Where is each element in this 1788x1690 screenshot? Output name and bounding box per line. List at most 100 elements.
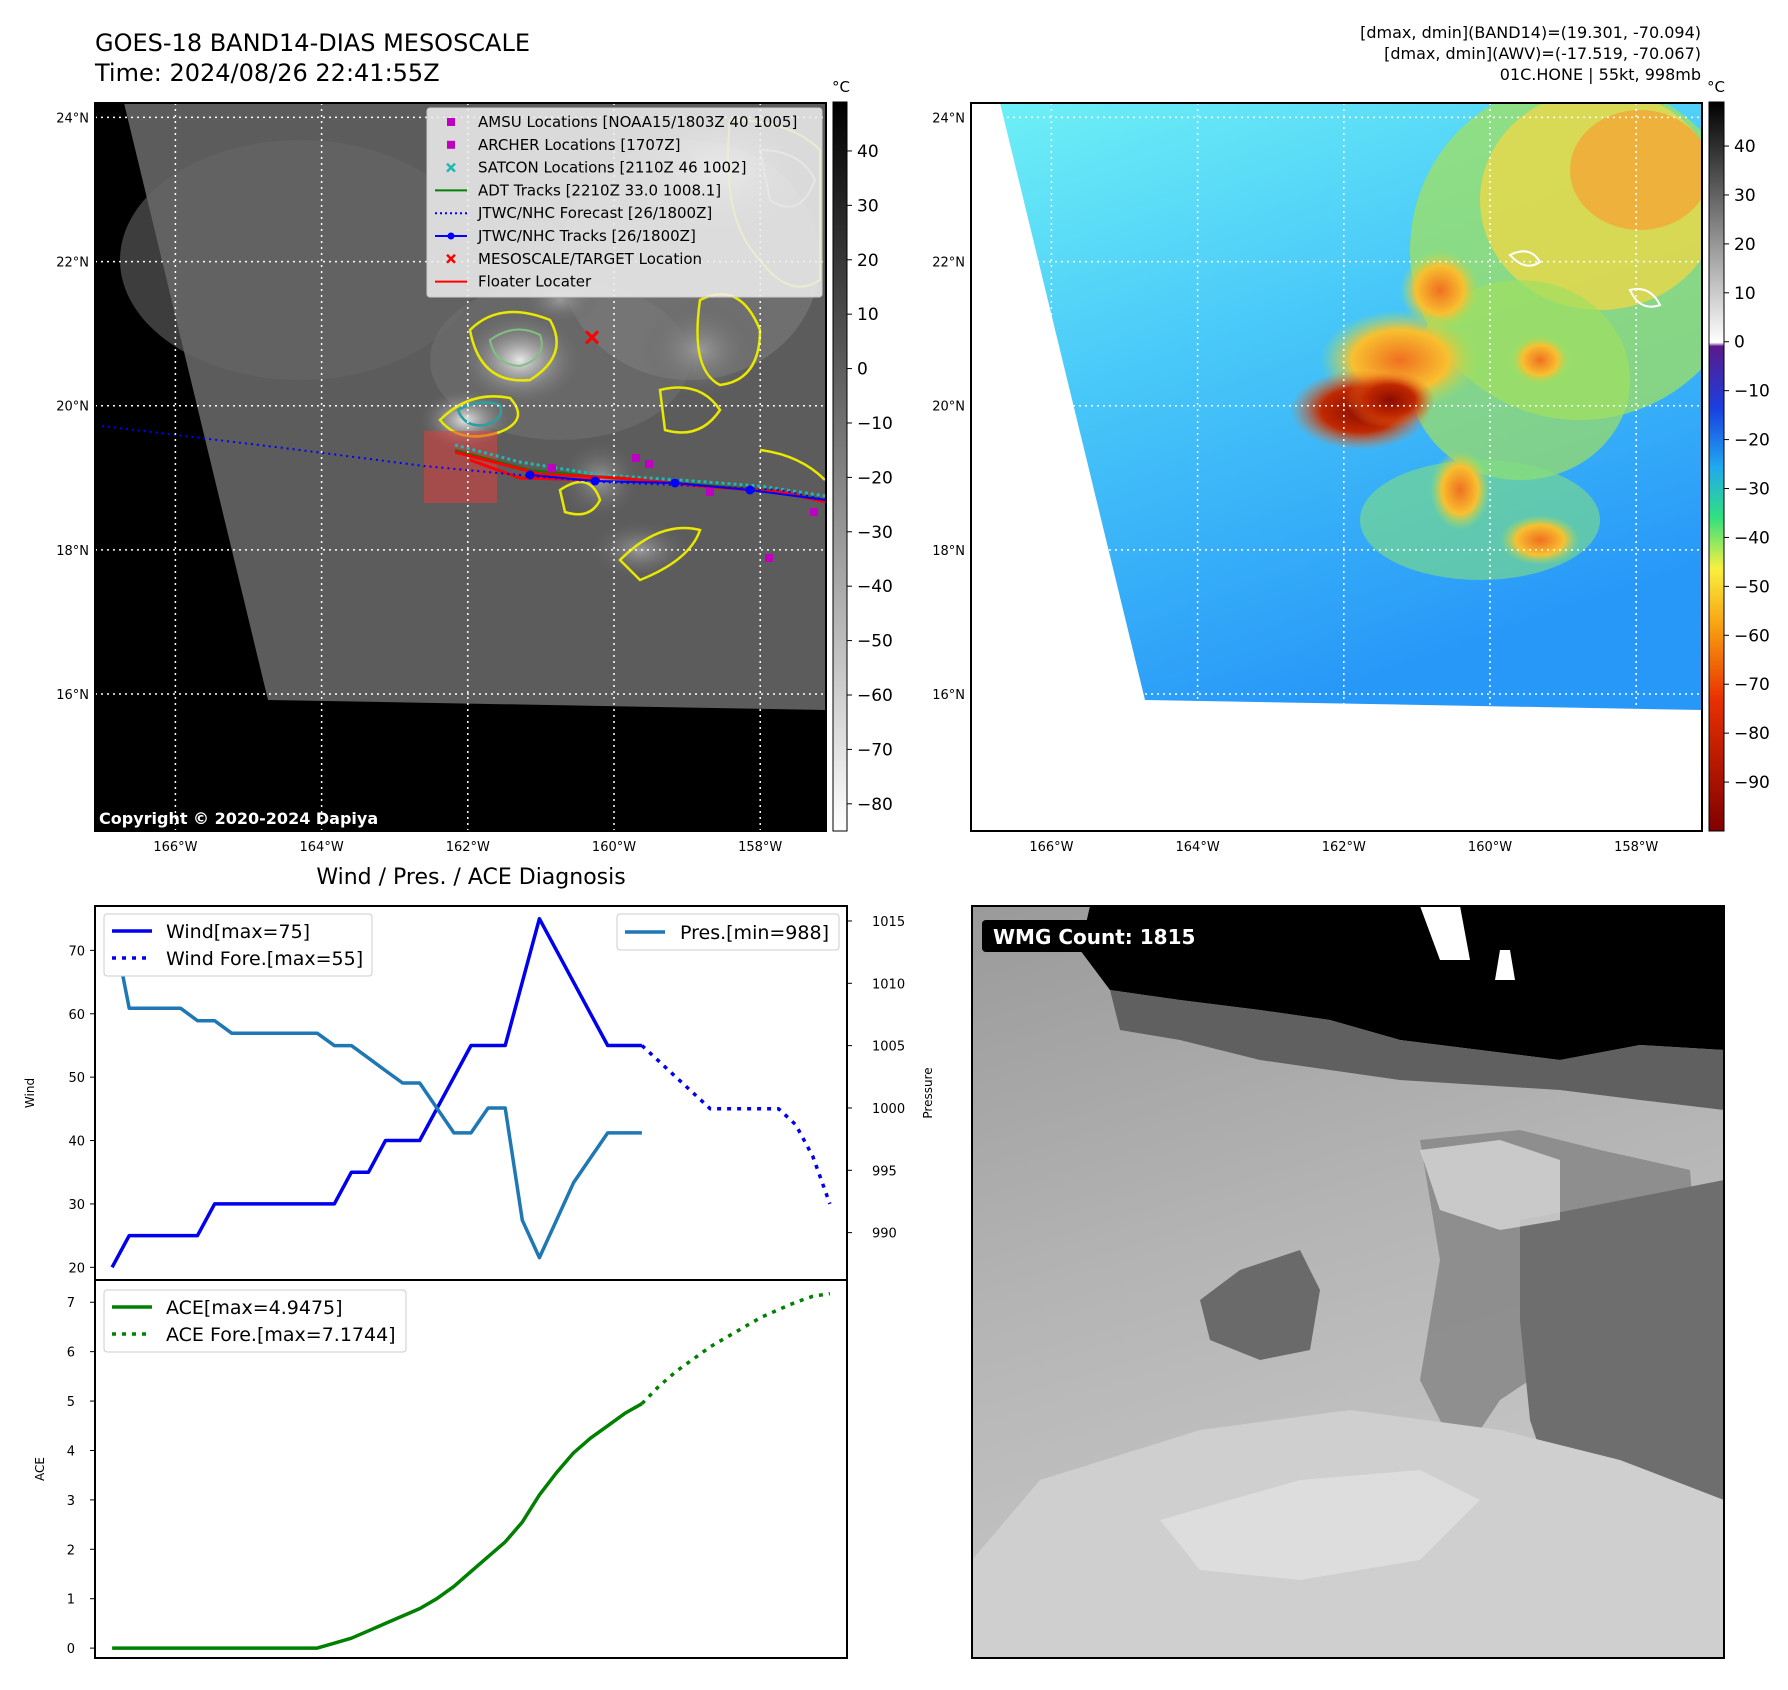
lon-tick-label: 158°W: [1614, 840, 1658, 855]
lon-tick-label: 166°W: [1029, 840, 1073, 855]
ir-colorbar-unit: °C: [832, 78, 850, 96]
legend-entry: JTWC/NHC Tracks [26/1800Z]: [435, 227, 696, 245]
ir-map-legend: AMSU Locations [NOAA15/1803Z 40 1005] ARC…: [426, 107, 823, 298]
colorbar-tick-label: −70: [857, 740, 893, 760]
figure-title: GOES-18 BAND14-DIAS MESOSCALE: [95, 29, 530, 57]
pressure-legend: Pres.[min=988]: [616, 913, 840, 951]
wind-series-1: [640, 1044, 832, 1205]
colorbar-tick-label: 30: [857, 196, 879, 216]
info-band14: [dmax, dmin](BAND14)=(19.301, -70.094): [1360, 23, 1701, 42]
lat-tick-label: 20°N: [56, 400, 89, 415]
legend-entry: ADT Tracks [2210Z 33.0 1008.1]: [435, 181, 721, 199]
wind-tick-label: 50: [68, 1071, 85, 1086]
wind-forecast-legend-label: Wind Fore.[max=55]: [166, 948, 363, 970]
ace-ylabel: ACE: [33, 1457, 47, 1481]
legend-entry: MESOSCALE/TARGET Location: [446, 250, 702, 268]
ace-tick-label: 2: [67, 1543, 75, 1558]
colorbar-tick-label: −20: [857, 468, 893, 488]
ace-series-1: [640, 1291, 831, 1405]
lat-tick-label: 16°N: [932, 688, 965, 703]
colorbar-tick-label: −70: [1734, 675, 1770, 695]
ace-tick-label: 3: [67, 1494, 75, 1509]
colorbar-tick-label: −50: [857, 632, 893, 652]
ace-legend-label: ACE[max=4.9475]: [166, 1297, 343, 1319]
ace-series-0: [112, 1402, 643, 1650]
ace-tick-label: 5: [67, 1395, 75, 1410]
colorbar-tick-label: 0: [1734, 333, 1745, 353]
wind-tick-label: 60: [68, 1008, 85, 1023]
ace-tick-label: 4: [67, 1444, 75, 1459]
legend-entry: JTWC/NHC Forecast [26/1800Z]: [435, 204, 712, 222]
copyright-text: Copyright © 2020-2024 Dapiya: [99, 809, 378, 828]
lat-tick-label: 18°N: [932, 544, 965, 559]
colorbar-tick-label: 10: [857, 305, 879, 325]
wmg-count-label: WMG Count: 1815: [993, 925, 1195, 949]
lon-tick-label: 160°W: [1468, 840, 1512, 855]
colorbar-tick-label: −60: [1734, 626, 1770, 646]
pressure-tick-label: 1005: [872, 1040, 905, 1055]
ace-tick-label: 6: [67, 1346, 75, 1361]
awv-colorbar: °C 40 30 20 10 0 −10 −20 −30 −40 −50 −60 −70 −80 −90: [1707, 78, 1770, 832]
legend-label: AMSU Locations [NOAA15/1803Z 40 1005]: [478, 113, 797, 131]
best-track-points: [525, 470, 755, 495]
info-storm: 01C.HONE | 55kt, 998mb: [1500, 65, 1701, 84]
pressure-legend-label: Pres.[min=988]: [680, 922, 829, 944]
wind-ylabel: Wind: [23, 1078, 37, 1108]
wind-tick-label: 30: [68, 1198, 85, 1213]
ace-forecast-legend-label: ACE Fore.[max=7.1744]: [166, 1324, 396, 1346]
legend-label: Floater Locater: [478, 273, 592, 291]
ace-tick-label: 1: [67, 1593, 75, 1608]
ace-tick-label: 0: [67, 1642, 75, 1657]
diagnosis-title: Wind / Pres. / ACE Diagnosis: [316, 865, 625, 890]
amsu-markers: [548, 454, 818, 562]
lon-tick-label: 160°W: [592, 840, 636, 855]
colorbar-tick-label: −40: [1734, 528, 1770, 548]
legend-entry: AMSU Locations [NOAA15/1803Z 40 1005]: [447, 113, 797, 131]
legend-label: MESOSCALE/TARGET Location: [478, 250, 702, 268]
figure-time: Time: 2024/08/26 22:41:55Z: [94, 59, 440, 87]
legend-entry: ARCHER Locations [1707Z]: [447, 136, 681, 154]
lon-tick-label: 162°W: [446, 840, 490, 855]
pressure-tick-label: 1010: [872, 977, 905, 992]
wind-tick-label: 70: [68, 944, 85, 959]
target-location-marker: [585, 330, 600, 345]
colorbar-tick-label: 40: [857, 142, 879, 162]
legend-label: ADT Tracks [2210Z 33.0 1008.1]: [478, 181, 721, 199]
colorbar-tick-label: 30: [1734, 186, 1756, 206]
awv-map-panel: [971, 103, 1702, 831]
legend-label: ARCHER Locations [1707Z]: [478, 136, 681, 154]
wmg-panel: WMG Count: 1815: [972, 906, 1724, 1658]
colorbar-tick-label: 20: [1734, 235, 1756, 255]
wind-series-0: [110, 916, 642, 1269]
awv-colorbar-unit: °C: [1707, 78, 1725, 96]
ace-legend: ACE[max=4.9475] ACE Fore.[max=7.1744]: [103, 1289, 407, 1353]
wind-legend: Wind[max=75] Wind Fore.[max=55]: [103, 913, 373, 977]
colorbar-tick-label: −10: [857, 414, 893, 434]
wind-tick-label: 20: [68, 1261, 85, 1276]
wind-tick-label: 40: [68, 1135, 85, 1150]
lat-tick-label: 22°N: [56, 256, 89, 271]
lon-tick-label: 166°W: [153, 840, 197, 855]
colorbar-tick-label: −30: [857, 523, 893, 543]
colorbar-tick-label: −30: [1734, 480, 1770, 500]
wind-legend-label: Wind[max=75]: [166, 921, 310, 943]
lon-tick-label: 164°W: [1176, 840, 1220, 855]
lon-tick-label: 164°W: [300, 840, 344, 855]
pressure-tick-label: 1000: [872, 1102, 905, 1117]
colorbar-tick-label: 40: [1734, 137, 1756, 157]
colorbar-tick-label: −40: [857, 577, 893, 597]
pressure-tick-label: 995: [872, 1164, 897, 1179]
colorbar-tick-label: −90: [1734, 773, 1770, 793]
lat-tick-label: 18°N: [56, 544, 89, 559]
colorbar-tick-label: −50: [1734, 577, 1770, 597]
colorbar-tick-label: −10: [1734, 382, 1770, 402]
lon-tick-label: 158°W: [738, 840, 782, 855]
legend-label: JTWC/NHC Tracks [26/1800Z]: [477, 227, 696, 245]
colorbar-tick-label: −60: [857, 686, 893, 706]
lat-tick-label: 22°N: [932, 256, 965, 271]
colorbar-tick-label: 10: [1734, 284, 1756, 304]
legend-label: JTWC/NHC Forecast [26/1800Z]: [477, 204, 712, 222]
ace-tick-label: 7: [67, 1296, 75, 1311]
lat-tick-label: 24°N: [932, 111, 965, 126]
